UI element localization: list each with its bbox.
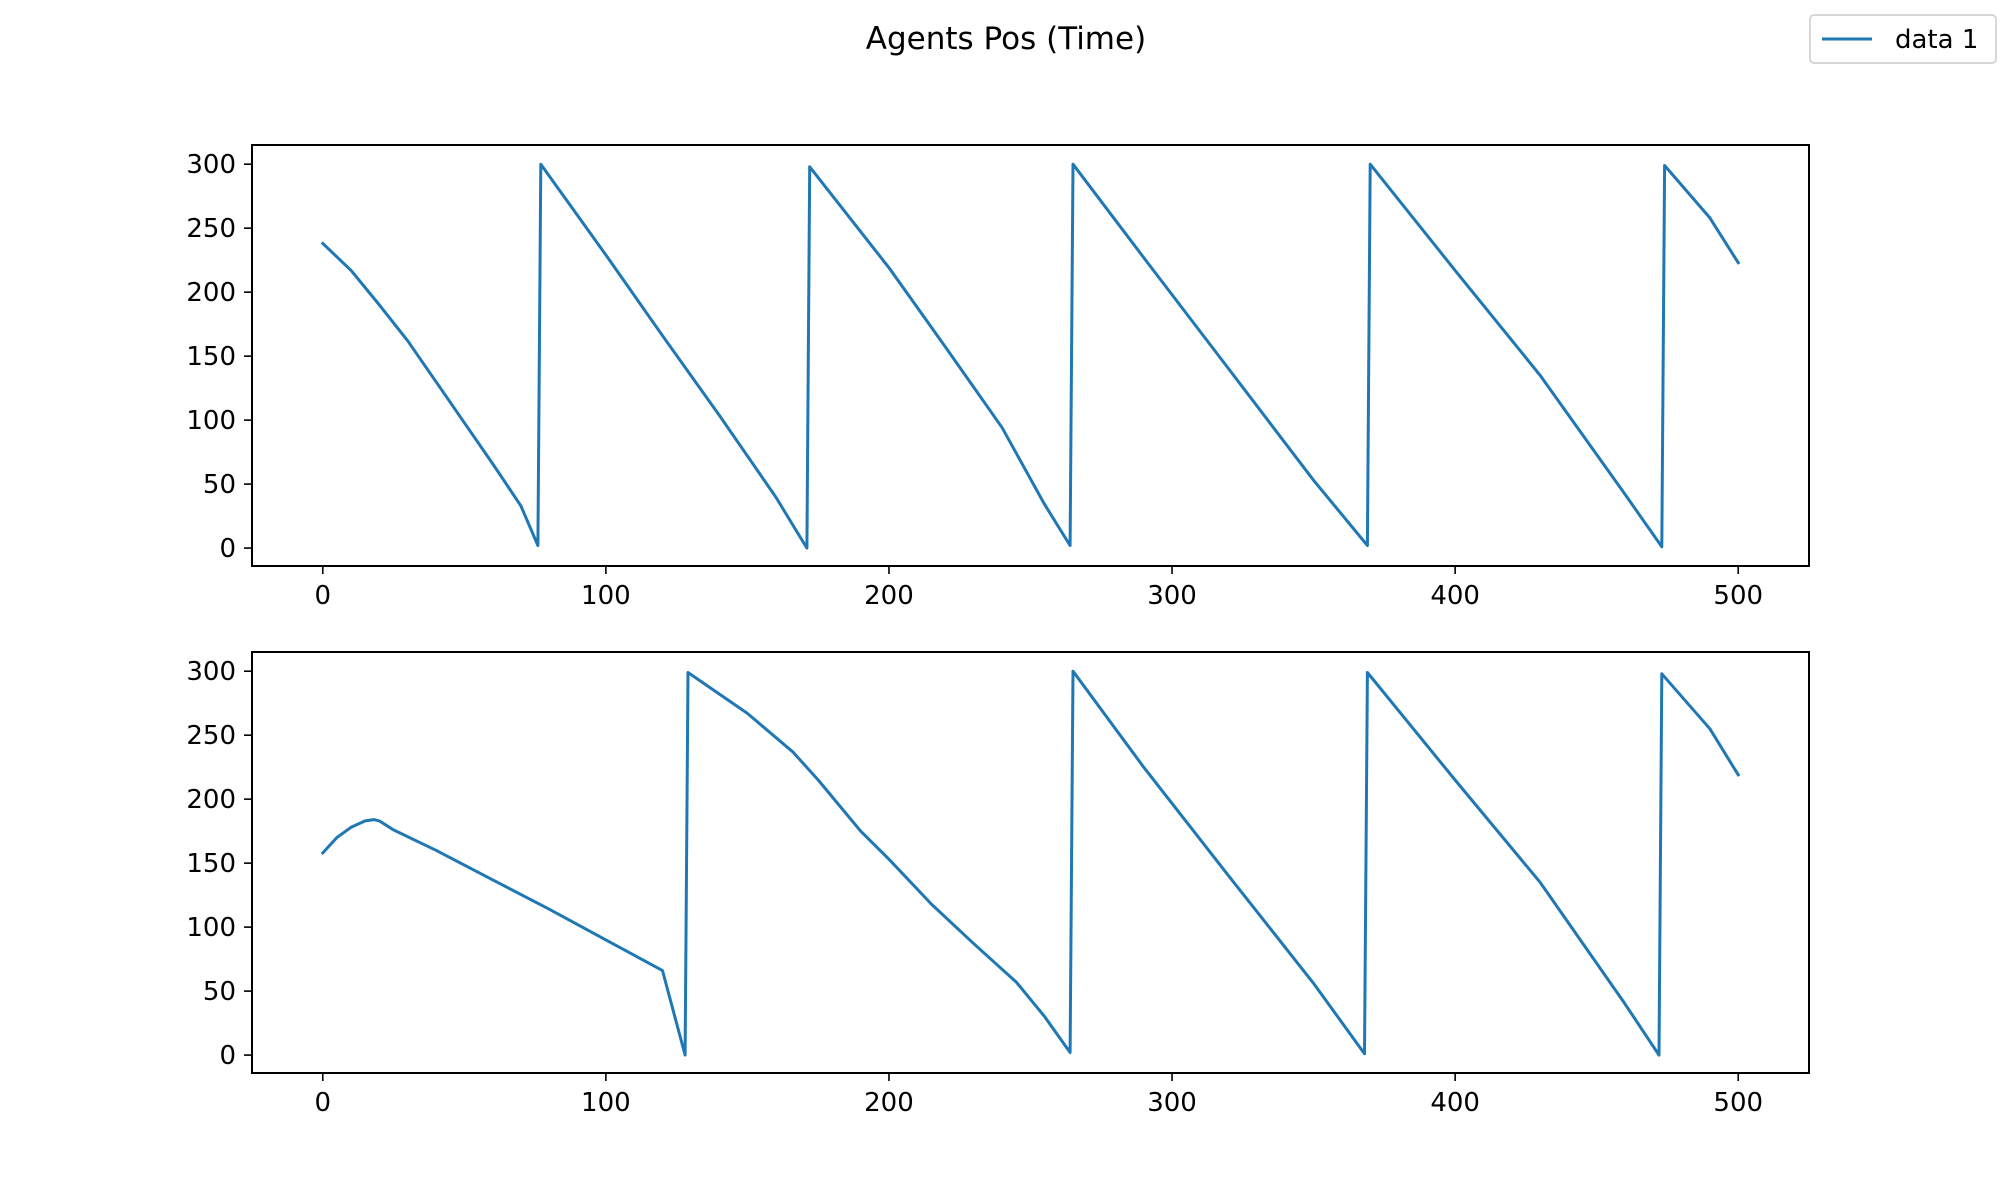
x-tick-label: 400 bbox=[1430, 1088, 1480, 1118]
series-line-1 bbox=[320, 162, 1741, 550]
y-tick-label: 50 bbox=[203, 470, 236, 500]
y-tick-label: 300 bbox=[186, 657, 236, 687]
subplot-bottom: 0 100 200 300 400 500 0 50 100 150 200 250 300 bbox=[186, 651, 1810, 1118]
legend-label: data 1 bbox=[1895, 25, 1978, 55]
series-line-1 bbox=[320, 669, 1741, 1057]
legend-frame bbox=[1809, 14, 1997, 64]
y-tick-label: 200 bbox=[186, 785, 236, 815]
x-tick-label: 500 bbox=[1713, 581, 1763, 611]
y-tick-label: 0 bbox=[219, 1041, 236, 1071]
figure-title: Agents Pos (Time) bbox=[866, 21, 1146, 57]
y-tick-label: 250 bbox=[186, 721, 236, 751]
x-tick-label: 0 bbox=[314, 1088, 331, 1118]
y-tick-label: 300 bbox=[186, 150, 236, 180]
y-tick-label: 150 bbox=[186, 849, 236, 879]
y-tick-label: 50 bbox=[203, 977, 236, 1007]
legend: data 1 bbox=[1809, 14, 1997, 64]
x-tick-label: 200 bbox=[864, 581, 914, 611]
x-tick-label: 100 bbox=[581, 581, 631, 611]
x-tick-label: 300 bbox=[1147, 581, 1197, 611]
y-tick-label: 100 bbox=[186, 913, 236, 943]
x-tick-label: 400 bbox=[1430, 581, 1480, 611]
y-tick-label: 250 bbox=[186, 214, 236, 244]
y-tick-label: 200 bbox=[186, 278, 236, 308]
x-tick-label: 100 bbox=[581, 1088, 631, 1118]
subplot-top: 0 100 200 300 400 500 0 50 100 150 200 250 300 bbox=[186, 144, 1810, 611]
x-tick-label: 0 bbox=[314, 581, 331, 611]
x-tick-label: 200 bbox=[864, 1088, 914, 1118]
y-tick-label: 0 bbox=[219, 534, 236, 564]
y-tick-label: 150 bbox=[186, 342, 236, 372]
x-tick-label: 500 bbox=[1713, 1088, 1763, 1118]
x-tick-label: 300 bbox=[1147, 1088, 1197, 1118]
y-tick-label: 100 bbox=[186, 406, 236, 436]
